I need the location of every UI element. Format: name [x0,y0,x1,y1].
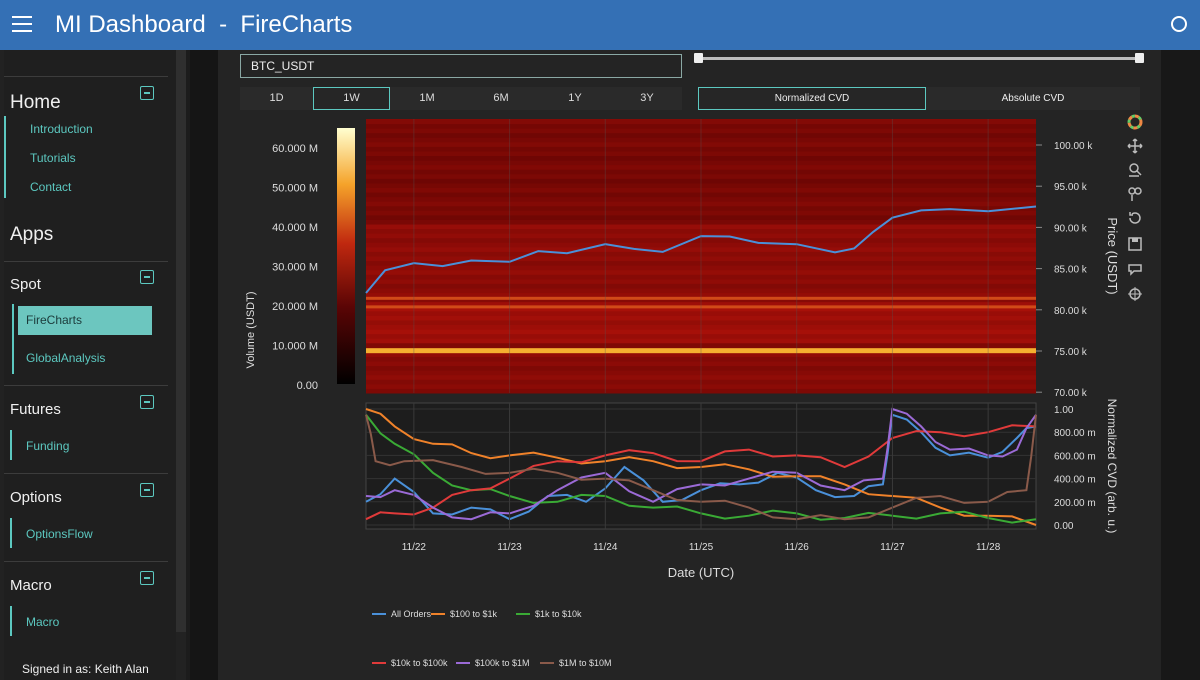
sidebar-section-macro: Macro [10,577,52,594]
zoom-icon[interactable] [1126,161,1144,179]
sidebar-item-tutorials[interactable]: Tutorials [30,151,76,165]
sidebar-section-spot: Spot [10,276,41,293]
sidebar-apps-heading: Apps [10,224,54,245]
timeframe-1m[interactable]: 1M [390,87,464,110]
reset-axes-icon[interactable] [1126,209,1144,227]
sidebar-section-options: Options [10,489,62,506]
sidebar-item-firecharts[interactable]: FireCharts [18,306,152,335]
sidebar-panel [4,50,176,680]
home-group-bar [4,116,6,198]
divider [4,76,168,77]
divider [4,473,168,474]
sidebar-item-macro[interactable]: Macro [26,615,60,629]
absolute-cvd-toggle[interactable]: Absolute CVD [926,87,1140,110]
divider [4,561,168,562]
right-gutter [1161,50,1200,680]
symbol-input[interactable]: BTC_USDT [240,54,682,78]
futures-group-bar [10,430,12,460]
date-range-slider[interactable] [698,57,1142,60]
sidebar-section-futures: Futures [10,401,61,418]
sidebar-item-introduction[interactable]: Introduction [30,122,93,136]
main-panel [218,50,1161,680]
spike-lines-icon[interactable] [1126,285,1144,303]
timeframe-1w[interactable]: 1W [313,87,390,110]
sidebar-item-contact[interactable]: Contact [30,180,72,194]
autoscale-icon[interactable] [1126,185,1144,203]
timeframe-6m[interactable]: 6M [464,87,538,110]
hover-compare-icon[interactable] [1126,261,1144,279]
options-group-bar [10,518,12,548]
sidebar-item-optionsflow[interactable]: OptionsFlow [26,527,93,541]
menu-icon[interactable] [12,16,32,32]
collapse-macro-icon[interactable] [140,571,154,585]
page-title: MI Dashboard - FireCharts [55,11,353,38]
pan-icon[interactable] [1126,137,1144,155]
timeframe-1y[interactable]: 1Y [538,87,612,110]
divider [4,261,168,262]
timeframe-1d[interactable]: 1D [240,87,313,110]
signed-in-user: Signed in as: Keith Alan [22,662,149,676]
normalized-cvd-toggle[interactable]: Normalized CVD [698,87,926,110]
collapse-futures-icon[interactable] [140,395,154,409]
status-indicator-icon [1171,16,1187,32]
collapse-home-icon[interactable] [140,86,154,100]
collapse-options-icon[interactable] [140,483,154,497]
divider [4,385,168,386]
range-slider-start-handle[interactable] [694,53,703,63]
sidebar-section-home: Home [10,92,61,113]
sidebar-item-globalanalysis[interactable]: GlobalAnalysis [26,351,106,365]
download-png-icon[interactable] [1126,235,1144,253]
range-slider-end-handle[interactable] [1135,53,1144,63]
sidebar-item-funding[interactable]: Funding [26,439,70,453]
content-gutter [190,50,218,680]
sidebar-scrollbar[interactable] [176,50,186,632]
collapse-spot-icon[interactable] [140,270,154,284]
sidebar [0,50,186,680]
spot-group-bar [12,304,14,374]
top-app-bar: MI Dashboard - FireCharts [0,0,1200,50]
timeframe-3y[interactable]: 3Y [612,87,682,110]
macro-group-bar [10,606,12,636]
plotly-logo-icon[interactable] [1126,113,1144,131]
